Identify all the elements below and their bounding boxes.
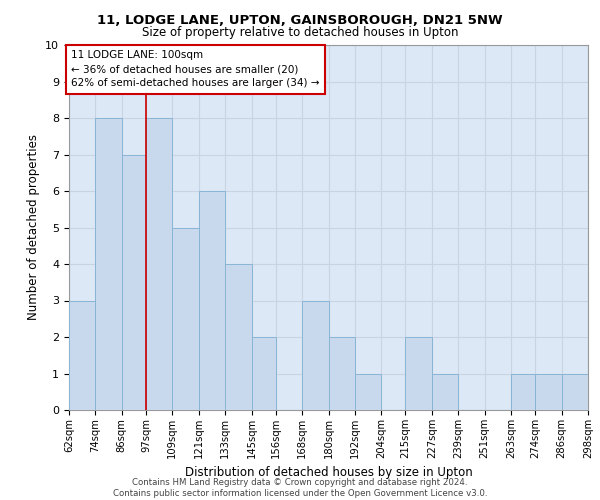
Bar [146,118,172,410]
Text: 11, LODGE LANE, UPTON, GAINSBOROUGH, DN21 5NW: 11, LODGE LANE, UPTON, GAINSBOROUGH, DN2… [97,14,503,27]
Text: Contains HM Land Registry data © Crown copyright and database right 2024.
Contai: Contains HM Land Registry data © Crown c… [113,478,487,498]
Bar [562,374,588,410]
Bar [432,374,458,410]
Bar [95,118,122,410]
Bar [302,300,329,410]
Bar [199,191,225,410]
Bar [225,264,251,410]
X-axis label: Distribution of detached houses by size in Upton: Distribution of detached houses by size … [185,466,472,479]
Bar [69,300,95,410]
Bar [329,337,355,410]
Bar [535,374,562,410]
Y-axis label: Number of detached properties: Number of detached properties [27,134,40,320]
Text: Size of property relative to detached houses in Upton: Size of property relative to detached ho… [142,26,458,39]
Text: 11 LODGE LANE: 100sqm
← 36% of detached houses are smaller (20)
62% of semi-deta: 11 LODGE LANE: 100sqm ← 36% of detached … [71,50,320,88]
Bar [355,374,381,410]
Bar [406,337,432,410]
Bar [122,154,146,410]
Bar [511,374,535,410]
Bar [251,337,276,410]
Bar [172,228,199,410]
